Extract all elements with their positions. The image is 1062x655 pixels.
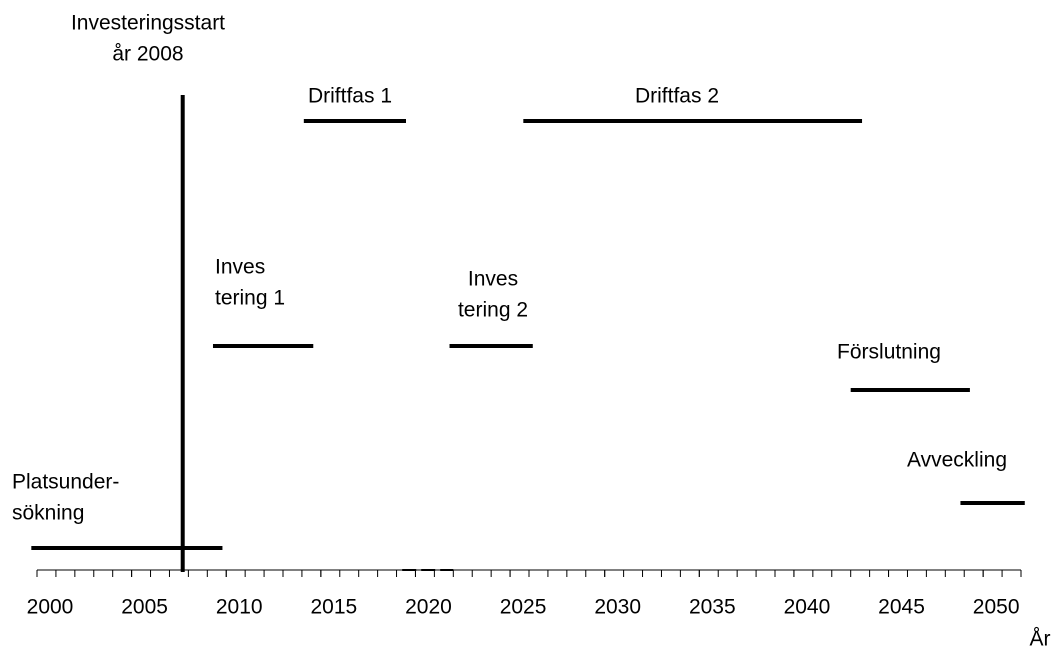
- task-label: tering 1: [215, 287, 285, 310]
- x-tick-label: 2040: [784, 596, 831, 619]
- x-tick-label: 2010: [216, 596, 263, 619]
- x-tick-label: 2015: [310, 596, 357, 619]
- task-label: Inves: [468, 268, 518, 291]
- task-label: Driftfas 1: [308, 85, 392, 108]
- x-tick-label: 2000: [27, 596, 74, 619]
- x-tick-label: 2030: [594, 596, 641, 619]
- task-label: tering 2: [458, 299, 528, 322]
- task-label: Platsunder-: [12, 471, 119, 494]
- task-label: sökning: [12, 502, 84, 525]
- x-tick-label: 2050: [973, 596, 1020, 619]
- task-label: Inves: [215, 256, 265, 279]
- milestone-label: Investeringsstart: [71, 12, 225, 35]
- x-tick-label: 2020: [405, 596, 452, 619]
- x-tick-label: 2025: [500, 596, 547, 619]
- x-tick-label: 2035: [689, 596, 736, 619]
- x-tick-label: 2005: [121, 596, 168, 619]
- milestone-label: år 2008: [112, 43, 183, 66]
- x-tick-label: 2045: [878, 596, 925, 619]
- task-label: Avveckling: [907, 449, 1007, 472]
- task-label: Förslutning: [837, 341, 941, 364]
- x-axis-label: År: [1030, 628, 1051, 651]
- task-label: Driftfas 2: [635, 85, 719, 108]
